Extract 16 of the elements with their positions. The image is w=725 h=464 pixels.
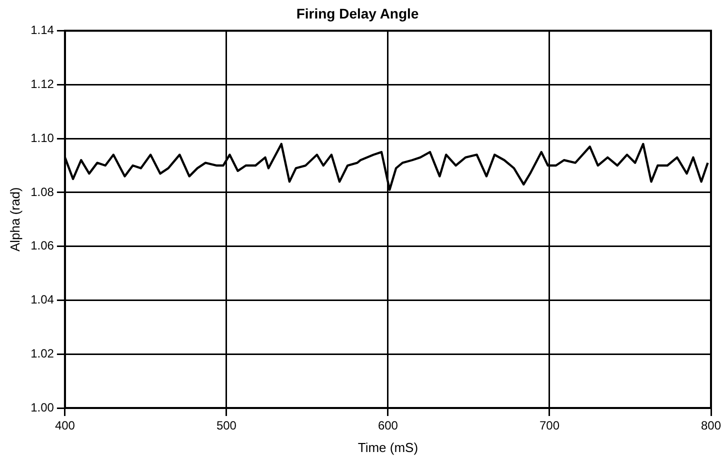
- chart-title: Firing Delay Angle: [296, 5, 419, 22]
- x-tick-label: 700: [539, 418, 560, 433]
- x-axis-title: Time (mS): [358, 440, 418, 455]
- x-tick-label: 600: [378, 418, 398, 433]
- y-tick-label: 1.04: [30, 292, 54, 307]
- y-axis-title: Alpha (rad): [7, 187, 22, 252]
- y-tick-label: 1.10: [30, 130, 54, 145]
- x-tick-label: 400: [54, 418, 76, 433]
- x-tick-label: 500: [216, 418, 237, 433]
- x-tick-label: 800: [700, 418, 722, 433]
- y-tick-label: 1.08: [30, 184, 54, 199]
- y-tick-label: 1.00: [30, 400, 54, 414]
- y-tick-label: 1.12: [30, 77, 54, 91]
- y-tick-label: 1.14: [30, 23, 54, 38]
- y-tick-label: 1.06: [30, 238, 54, 253]
- y-tick-label: 1.02: [30, 346, 54, 360]
